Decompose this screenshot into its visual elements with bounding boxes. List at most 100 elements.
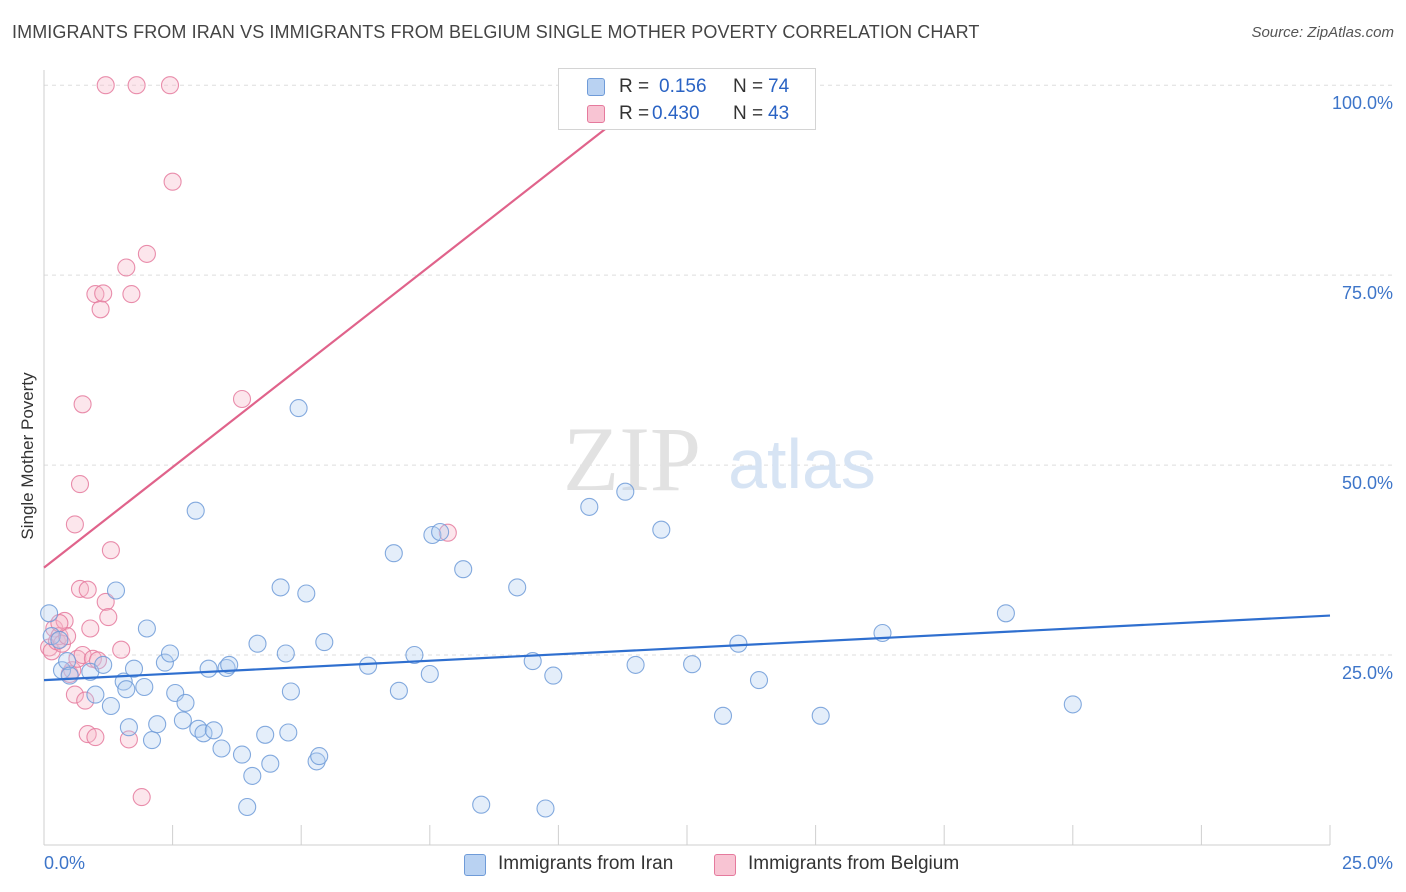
iran-point [616,482,635,501]
iran-point [297,584,316,603]
iran-point [276,644,295,663]
watermark-zip: ZIP [563,408,701,510]
iran-point [199,659,218,678]
belgium-point [96,76,115,95]
y-tick-label: 100.0% [1332,93,1393,113]
iran-point [315,633,334,652]
belgium-point [122,285,141,304]
belgium-swatch [714,854,736,876]
belgium-point [70,579,90,598]
iran-point [431,522,450,542]
iran-point [996,604,1015,623]
belgium-point [70,475,90,494]
iran-point [232,745,252,764]
iran-point [536,799,555,818]
legend-label-belgium: Immigrants from Belgium [748,853,960,874]
iran-point [186,501,205,520]
iran-point [60,666,79,685]
iran-point [420,664,439,684]
belgium-point [78,580,97,599]
chart-title: IMMIGRANTS FROM IRAN VS IMMIGRANTS FROM … [12,22,980,42]
iran-point [137,619,156,638]
iran-swatch [464,854,486,876]
series-legend: Immigrants from Iran Immigrants from Bel… [0,852,1406,878]
iran-point [713,706,733,725]
iran-point [50,630,69,649]
iran-point [1063,695,1082,714]
iran-point [119,718,138,737]
y-tick-label: 75.0% [1342,283,1393,303]
belgium-point [132,788,151,807]
iran-point [220,655,239,674]
axes [43,70,1331,846]
iran-point [176,693,195,712]
n-label: N = [733,103,764,124]
iran-point [472,795,491,814]
belgium-point [160,76,180,95]
belgium-point [91,300,110,319]
belgium-point [112,640,131,659]
iran-point [135,677,154,697]
iran-point [86,685,105,704]
belgium-point [65,685,84,704]
belgium-point [73,395,92,414]
iran-point [243,766,262,785]
iran-point [811,706,830,725]
belgium-point [65,515,84,534]
belgium-point [137,244,156,263]
iran-point [94,655,113,674]
belgium-point [99,608,118,627]
y-tick-label: 50.0% [1342,473,1393,493]
iran-point [454,560,473,579]
iran-point [307,752,326,771]
iran-point [204,721,223,740]
iran-point [212,739,231,758]
iran-point [359,656,378,675]
iran-point [101,696,120,716]
belgium-point [163,172,182,191]
iran-point [384,544,403,563]
iran-point [58,652,77,671]
iran-point [117,680,136,699]
iran-point [238,797,257,817]
belgium-point [438,523,457,542]
iran-point [289,399,308,418]
iran-point [106,581,126,600]
iran-point [155,653,174,672]
r-label: R = [619,76,650,97]
iran-point [580,497,599,516]
iran-point [261,754,280,773]
x-tick-label: 0.0% [44,853,85,873]
iran-swatch [587,78,605,96]
iran-point [142,731,162,750]
n-label: N = [733,76,764,97]
iran-point [271,578,290,597]
r-value: 0.430 [652,103,700,124]
watermark: ZIP atlas [563,408,876,510]
iran-point [173,711,192,730]
x-tick-label: 25.0% [1342,853,1393,873]
y-tick-label: 25.0% [1342,663,1393,683]
belgium-point [117,258,136,277]
iran-point [405,645,424,665]
stats-legend: R = 0.156 N = 74 R = 0.430 N = 43 [558,68,816,130]
watermark-atlas: atlas [728,425,876,503]
tick-labels: 25.0% 50.0% 75.0% 100.0% 0.0% 25.0% [44,93,1393,873]
iran-point [256,725,275,744]
trend-lines [43,84,1331,682]
iran-points [40,399,1082,818]
iran-point [729,634,748,653]
iran-point [508,578,527,597]
belgium-point [232,389,252,409]
belgium-point [101,541,120,560]
belgium-trend-line [43,84,662,569]
iran-point [40,604,59,623]
belgium-swatch [587,105,605,123]
iran-point [124,659,144,678]
iran-point [652,520,671,539]
n-value: 43 [768,103,790,124]
iran-point [310,747,329,766]
iran-point [279,723,298,742]
iran-point [626,655,645,674]
